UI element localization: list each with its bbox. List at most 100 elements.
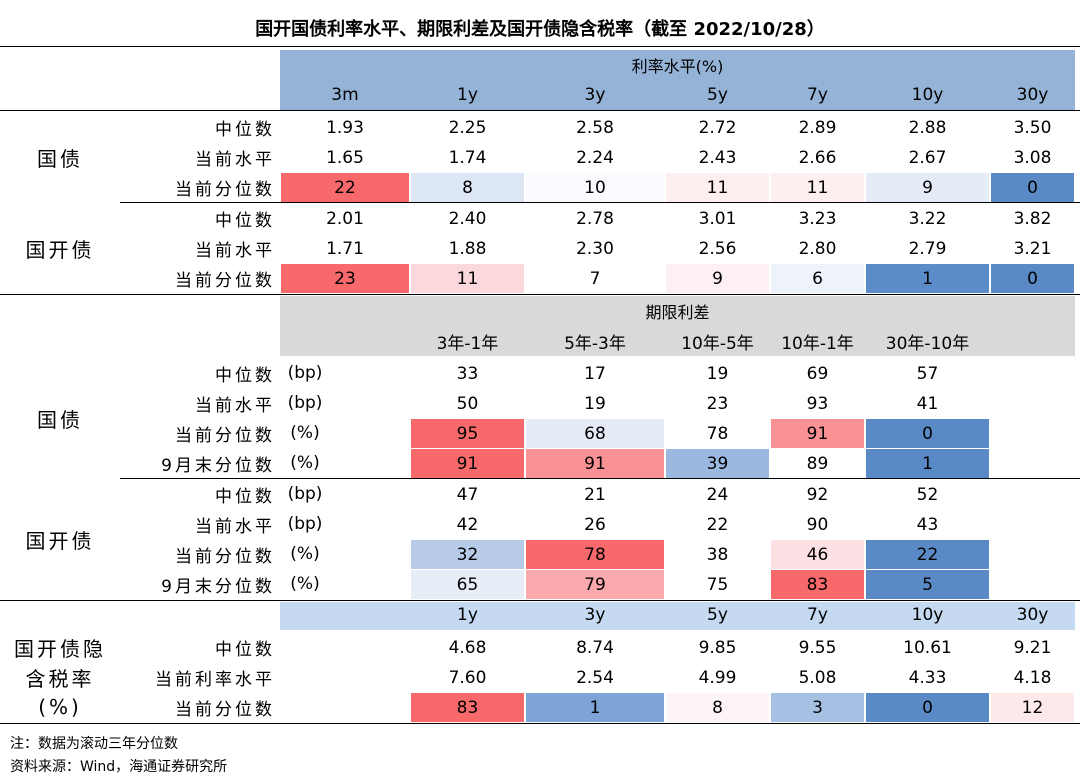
cell: 50 — [456, 393, 479, 414]
cell: 22 — [866, 540, 989, 569]
group-label: (%) — [38, 695, 82, 719]
cell: 8.74 — [576, 637, 614, 658]
cell: 95 — [411, 419, 524, 448]
column-header: 1y — [457, 605, 478, 625]
cell: 2.79 — [908, 238, 947, 259]
cell: 26 — [584, 514, 606, 535]
cell: 32 — [411, 540, 524, 569]
cell: 75 — [666, 570, 769, 599]
cell: 3.22 — [908, 208, 947, 229]
column-header: 5y — [707, 85, 728, 105]
cell: 3.21 — [1013, 238, 1052, 259]
rule — [0, 46, 1080, 47]
unit: (%) — [290, 423, 320, 443]
rule — [0, 600, 1080, 601]
cell: 79 — [526, 570, 664, 599]
cell: 5.08 — [798, 667, 837, 688]
cell: 3.01 — [698, 208, 737, 229]
column-header: 5年-3年 — [564, 333, 626, 354]
row-label: 当前分位数 — [175, 179, 275, 200]
cell: 3.50 — [1013, 117, 1052, 138]
section-header: 期限利差 — [645, 303, 710, 322]
cell: 0 — [866, 693, 989, 722]
cell: 2.56 — [698, 238, 737, 259]
cell: 4.33 — [908, 667, 947, 688]
cell: 11 — [411, 264, 524, 293]
cell: 9 — [866, 173, 989, 202]
note: 资料来源：Wind，海通证券研究所 — [10, 759, 228, 774]
column-header: 5y — [707, 605, 728, 625]
cell: 1.65 — [326, 147, 364, 168]
cell: 12 — [991, 693, 1074, 722]
unit: (%) — [290, 544, 320, 564]
column-header: 7y — [807, 605, 828, 625]
cell: 10 — [526, 173, 664, 202]
cell: 6 — [771, 264, 864, 293]
cell: 83 — [411, 693, 524, 722]
cell: 22 — [706, 514, 729, 535]
cell: 57 — [916, 363, 939, 384]
column-header: 30y — [1016, 605, 1049, 625]
row-label: 当前水平 — [195, 149, 275, 170]
header-bg — [280, 602, 1075, 630]
group-label: 国债 — [37, 407, 83, 432]
column-header: 30年-10年 — [885, 333, 970, 354]
column-header: 10年-1年 — [781, 333, 854, 354]
title: 国开国债利率水平、期限利差及国开债隐含税率（截至 2022/10/28） — [255, 19, 825, 40]
cell: 2.89 — [798, 117, 837, 138]
cell: 4.18 — [1013, 667, 1052, 688]
cell: 19 — [584, 393, 606, 414]
cell: 69 — [806, 363, 829, 384]
cell: 9.55 — [798, 637, 837, 658]
cell: 24 — [706, 484, 729, 505]
cell: 2.25 — [448, 117, 487, 138]
cell: 21 — [584, 484, 606, 505]
column-header: 3m — [331, 85, 359, 105]
cell: 23 — [706, 393, 729, 414]
cell: 2.24 — [576, 147, 614, 168]
cell: 89 — [771, 449, 864, 478]
cell: 5 — [866, 570, 989, 599]
column-header: 1y — [457, 85, 478, 105]
cell: 1.71 — [326, 238, 364, 259]
cell: 91 — [411, 449, 524, 478]
cell: 2.01 — [326, 208, 364, 229]
row-label: 9月末分位数 — [161, 576, 275, 597]
cell: 2.43 — [698, 147, 737, 168]
cell: 3 — [771, 693, 864, 722]
cell: 52 — [916, 484, 939, 505]
cell: 3.82 — [1013, 208, 1052, 229]
group-label: 国债 — [37, 146, 83, 171]
header-bg — [280, 296, 1075, 356]
cell: 78 — [526, 540, 664, 569]
cell: 7 — [526, 264, 664, 293]
cell: 4.68 — [448, 637, 487, 658]
cell: 2.88 — [908, 117, 947, 138]
unit: (bp) — [287, 484, 323, 504]
row-label: 当前分位数 — [175, 425, 275, 446]
column-header: 3y — [584, 85, 606, 105]
note: 注：数据为滚动三年分位数 — [10, 736, 178, 752]
row-label: 中位数 — [215, 365, 275, 386]
cell: 1.88 — [448, 238, 487, 259]
cell: 38 — [666, 540, 769, 569]
unit: (bp) — [287, 514, 323, 534]
column-header: 3y — [584, 605, 606, 625]
cell: 2.40 — [448, 208, 487, 229]
row-label: 中位数 — [215, 210, 275, 231]
group-label: 国开债 — [25, 528, 95, 553]
rule — [120, 202, 1080, 203]
cell: 43 — [916, 514, 939, 535]
cell: 11 — [771, 173, 864, 202]
cell: 22 — [281, 173, 409, 202]
cell: 2.54 — [576, 667, 614, 688]
cell: 0 — [866, 419, 989, 448]
cell: 2.78 — [576, 208, 614, 229]
column-header: 7y — [807, 85, 828, 105]
cell: 10.61 — [903, 637, 952, 658]
cell: 1.74 — [448, 147, 487, 168]
row-label: 当前分位数 — [175, 699, 275, 720]
cell: 17 — [584, 363, 606, 384]
cell: 11 — [666, 173, 769, 202]
